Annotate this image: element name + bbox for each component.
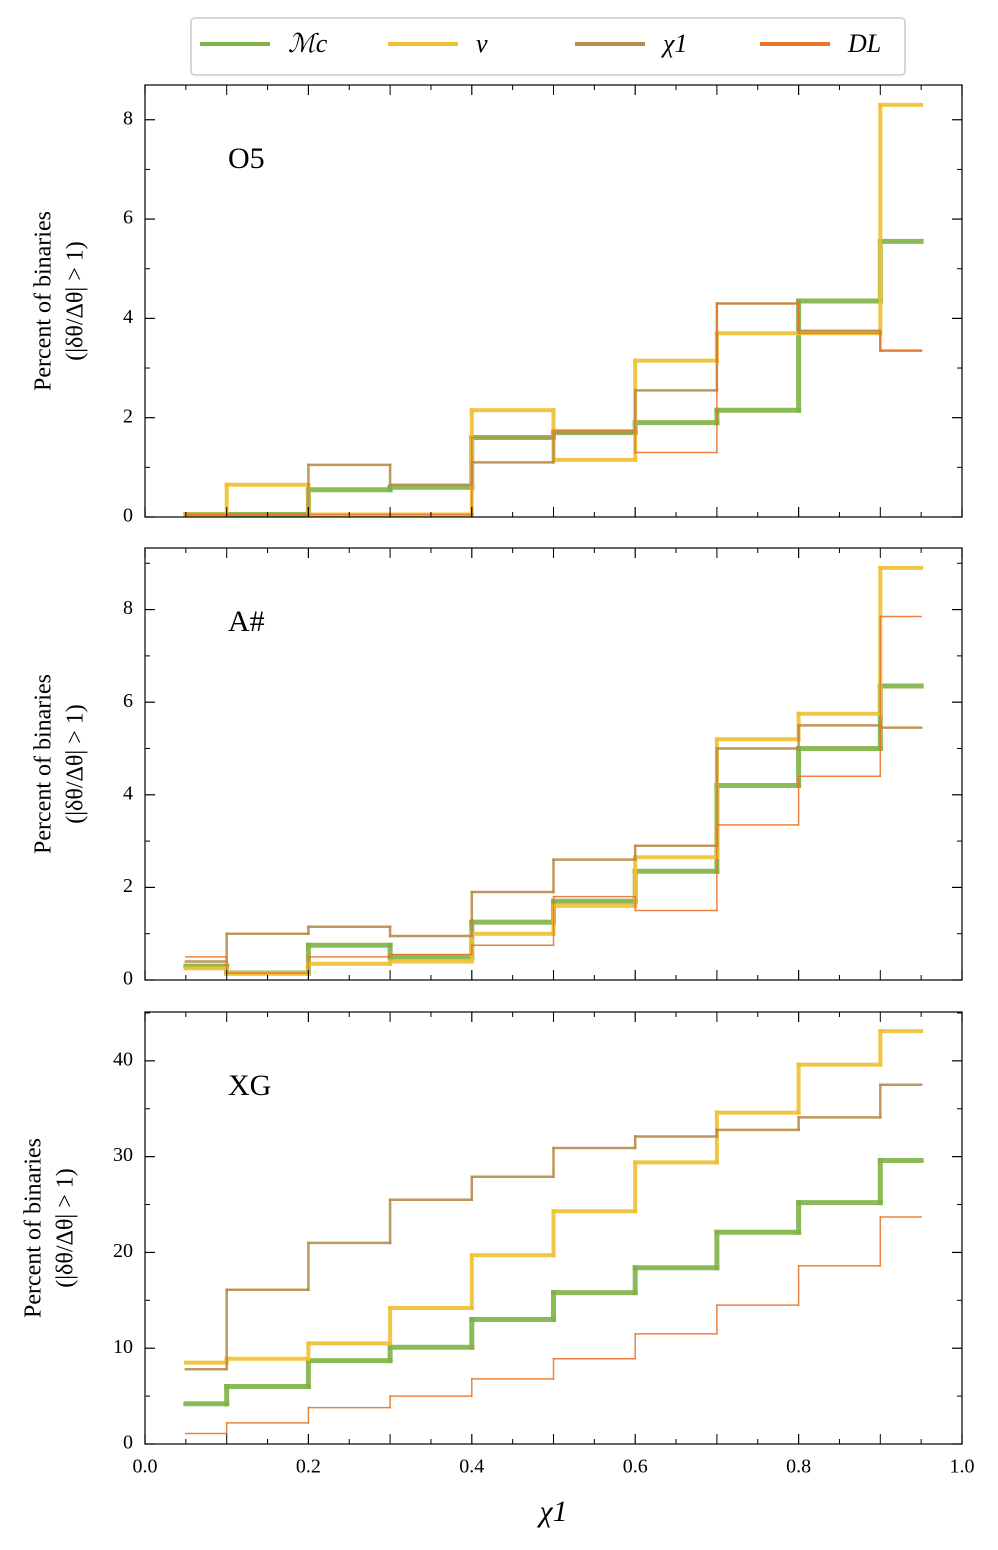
y-tick-label: 2 <box>123 875 133 897</box>
panel-label: XG <box>228 1069 271 1102</box>
y-tick-label: 40 <box>113 1048 133 1070</box>
legend-label: ℳc <box>288 29 328 58</box>
x-tick-label: 1.0 <box>950 1456 975 1478</box>
x-tick-label: 0.2 <box>296 1456 321 1478</box>
x-tick-label: 0.0 <box>133 1456 158 1478</box>
y-tick-label: 0 <box>123 968 133 990</box>
y-axis-label: (|δθ/Δθ| > 1) <box>63 704 89 824</box>
y-tick-label: 30 <box>113 1144 133 1166</box>
x-tick-label: 0.4 <box>459 1456 484 1478</box>
y-tick-label: 10 <box>113 1336 133 1358</box>
legend-box <box>190 17 906 76</box>
y-tick-label: 0 <box>123 505 133 527</box>
x-tick-label: 0.8 <box>786 1456 811 1478</box>
legend-label: DL <box>847 29 881 58</box>
y-tick-label: 4 <box>123 306 133 328</box>
x-tick-label: 0.6 <box>623 1456 648 1478</box>
y-tick-label: 8 <box>123 107 133 129</box>
y-tick-label: 8 <box>123 597 133 619</box>
panel-label: O5 <box>228 142 265 175</box>
y-tick-label: 6 <box>123 207 133 229</box>
y-axis-label: (|δθ/Δθ| > 1) <box>53 1168 79 1288</box>
y-axis-label: (|δθ/Δθ| > 1) <box>63 241 89 361</box>
x-axis-label: χ1 <box>536 1495 567 1528</box>
y-tick-label: 4 <box>123 782 133 804</box>
panel-label: A# <box>228 605 265 638</box>
legend-label: ν <box>476 29 488 58</box>
y-tick-label: 6 <box>123 690 133 712</box>
y-axis-label: Percent of binaries <box>21 1138 47 1318</box>
y-tick-label: 0 <box>123 1432 133 1454</box>
y-axis-label: Percent of binaries <box>31 211 57 391</box>
y-tick-label: 2 <box>123 405 133 427</box>
legend-label: χ1 <box>660 29 687 58</box>
y-tick-label: 20 <box>113 1240 133 1262</box>
y-axis-label: Percent of binaries <box>31 674 57 854</box>
